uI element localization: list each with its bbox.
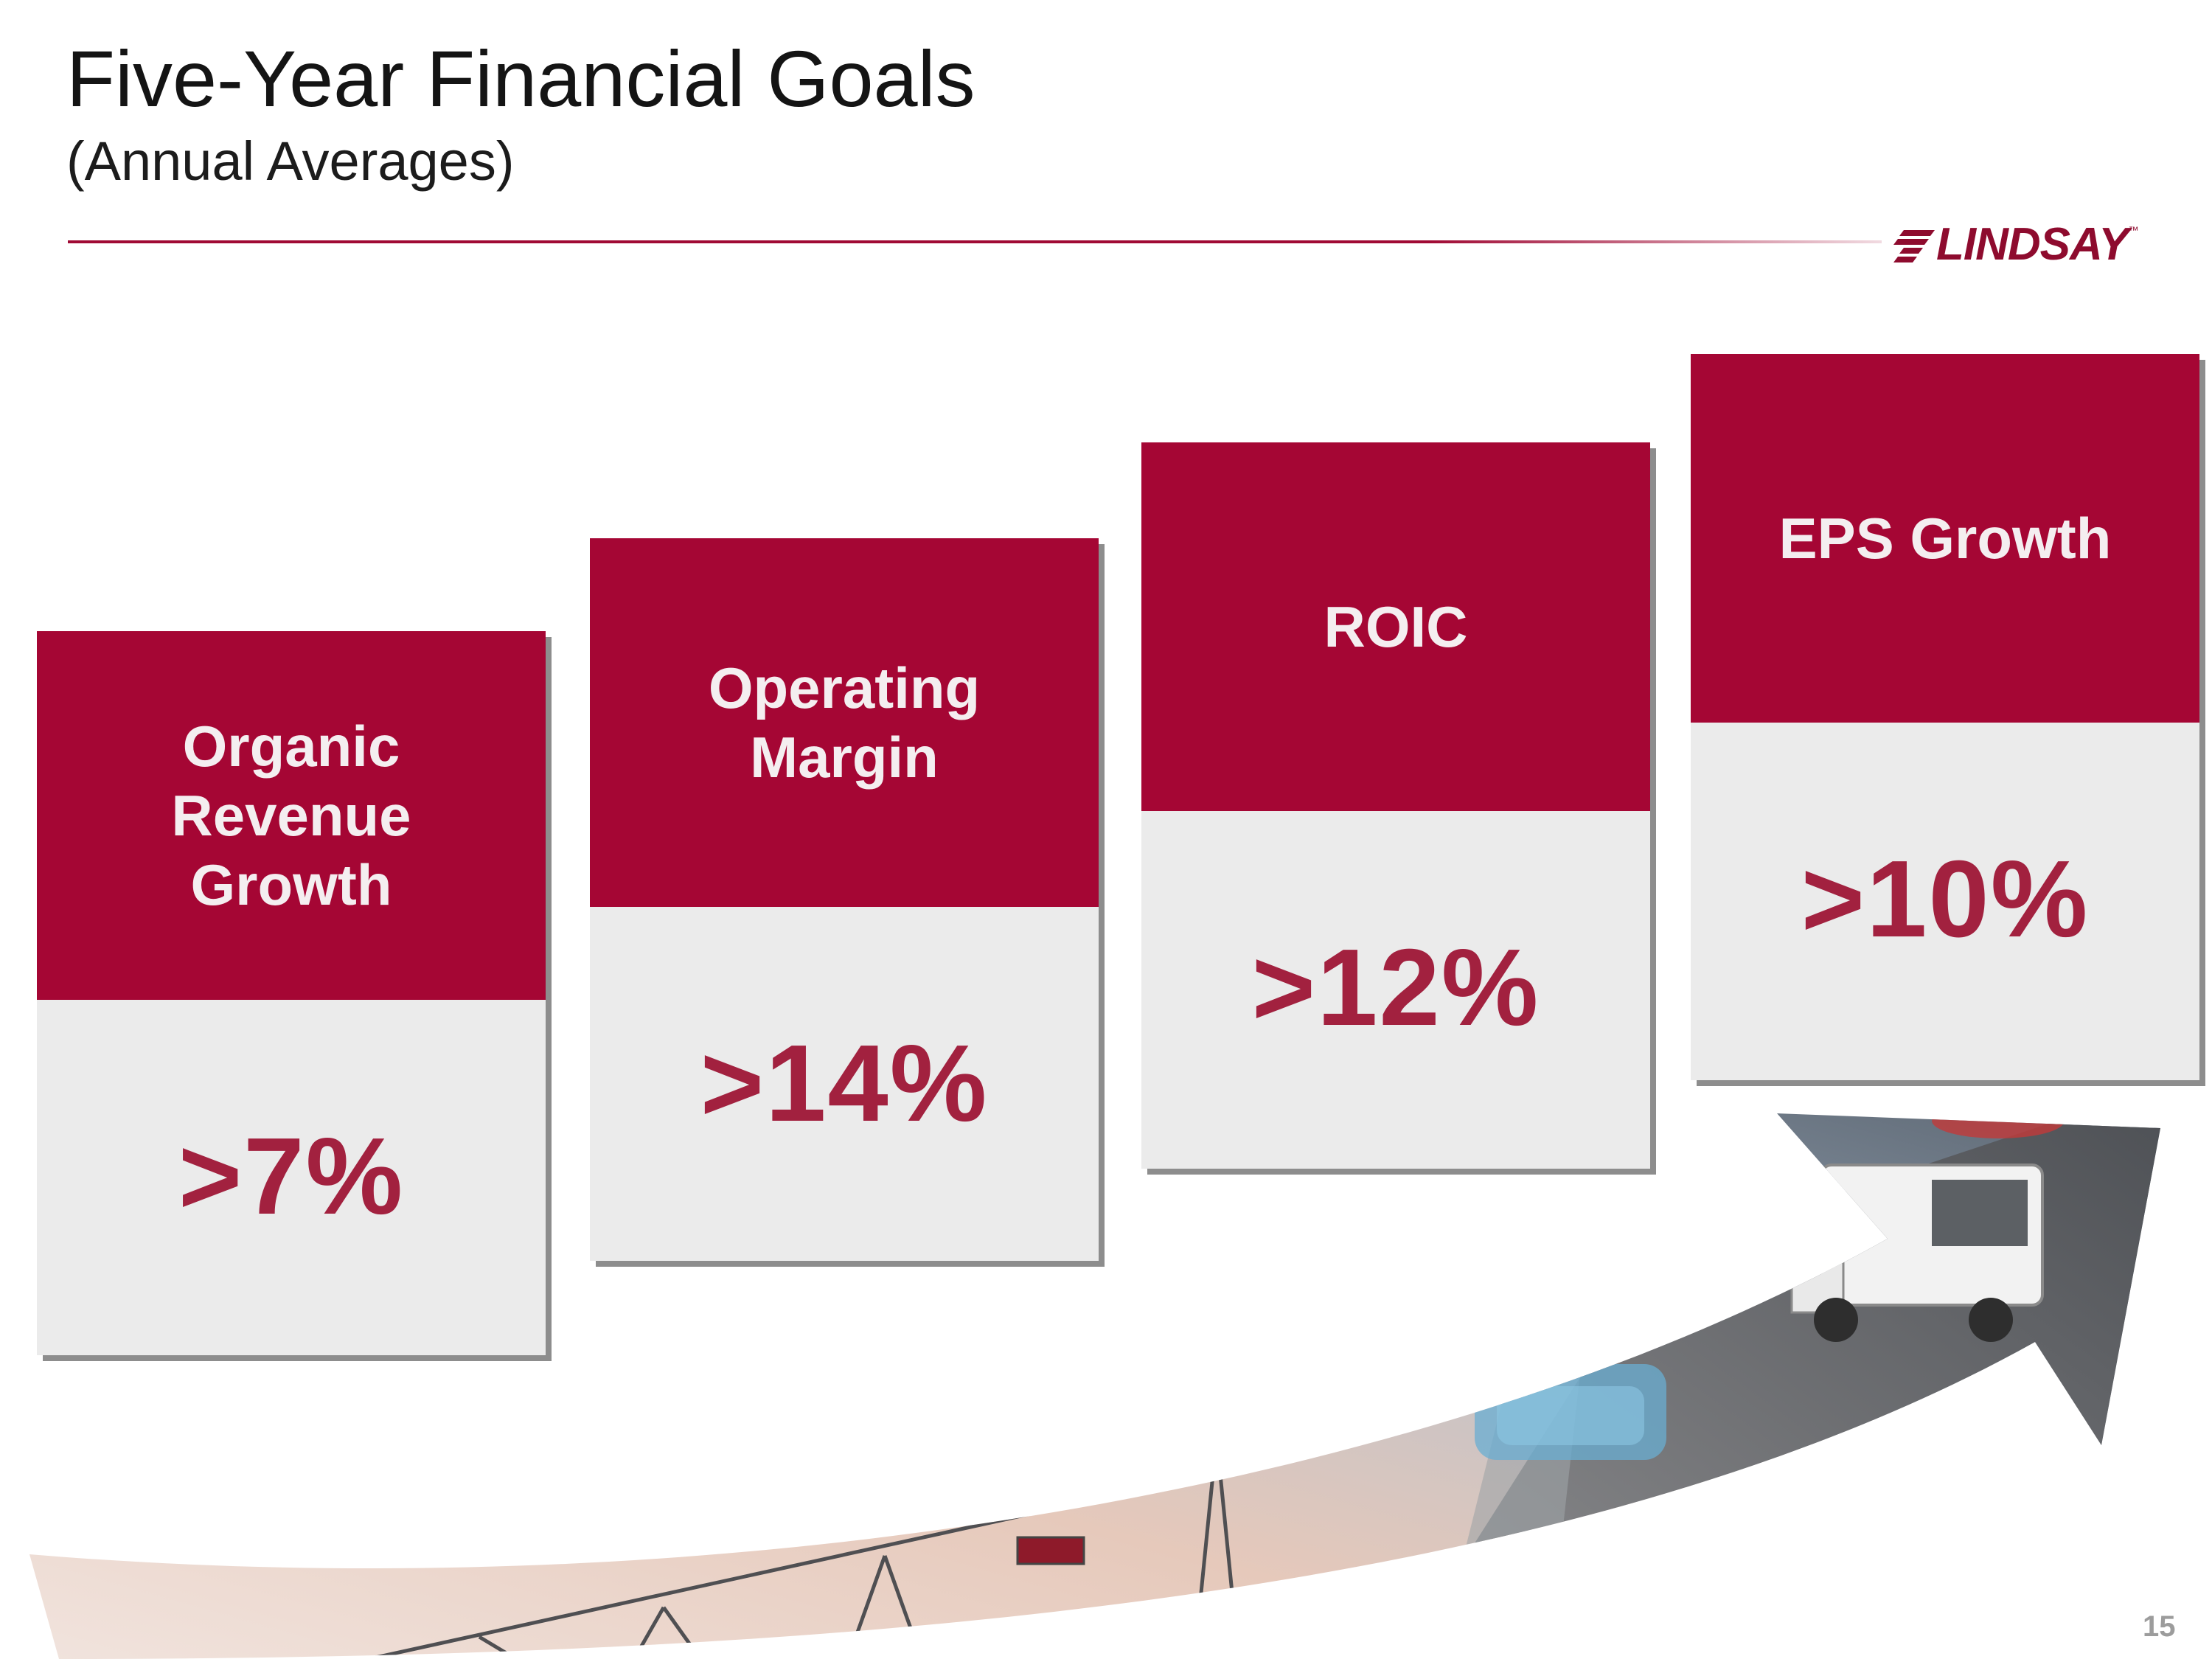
page-subtitle: (Annual Averages) — [66, 131, 515, 192]
goal-label: Operating Margin — [708, 655, 981, 790]
goal-card-header: Organic Revenue Growth — [37, 631, 546, 1000]
company-logo: LINDSAY ™ — [1893, 221, 2139, 268]
goal-value: >7% — [178, 1116, 405, 1237]
goal-card-value-panel: >14% — [590, 907, 1099, 1261]
goal-label: EPS Growth — [1778, 506, 2112, 571]
goal-card-operating-margin: Operating Margin >14% — [590, 538, 1099, 1261]
goal-label: Organic Revenue Growth — [171, 714, 411, 917]
goal-card-value-panel: >10% — [1691, 723, 2199, 1077]
logo-trademark: ™ — [2128, 224, 2139, 236]
goal-label: ROIC — [1324, 594, 1468, 659]
goal-value: >14% — [700, 1023, 989, 1144]
goal-card-value-panel: >7% — [37, 1000, 546, 1354]
lindsay-logo-icon — [1893, 230, 1935, 262]
goal-card-value-panel: >12% — [1141, 811, 1650, 1165]
goal-value: >10% — [1801, 838, 2090, 960]
goal-value: >12% — [1251, 927, 1540, 1048]
goal-card-header: Operating Margin — [590, 538, 1099, 907]
goal-card-header: EPS Growth — [1691, 354, 2199, 723]
goal-card-header: ROIC — [1141, 442, 1650, 811]
page-title: Five-Year Financial Goals — [66, 34, 975, 123]
goal-card-organic-revenue: Organic Revenue Growth >7% — [37, 631, 546, 1355]
goal-card-eps-growth: EPS Growth >10% — [1691, 354, 2199, 1080]
page-number: 15 — [2143, 1610, 2176, 1643]
logo-text: LINDSAY — [1936, 219, 2129, 270]
goal-card-roic: ROIC >12% — [1141, 442, 1650, 1169]
title-divider — [68, 240, 1882, 243]
